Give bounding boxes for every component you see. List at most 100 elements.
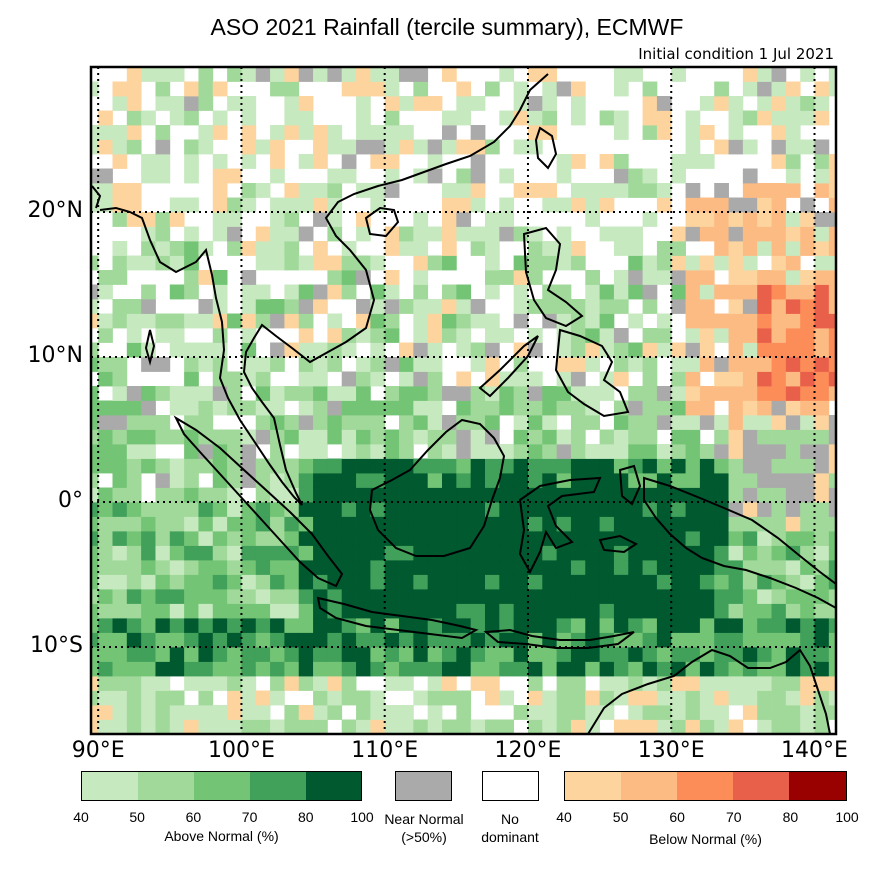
grid-cell xyxy=(227,690,242,706)
grid-cell xyxy=(456,618,472,633)
grid-cell xyxy=(742,226,758,242)
grid-cell xyxy=(699,386,715,401)
grid-cell xyxy=(442,502,457,517)
grid-cell xyxy=(699,589,715,604)
grid-cell xyxy=(570,574,586,590)
grid-cell xyxy=(284,458,300,474)
grid-cell xyxy=(699,516,715,532)
grid-cell xyxy=(800,110,815,126)
grid-cell xyxy=(599,183,615,198)
grid-cell xyxy=(241,371,257,387)
grid-cell xyxy=(370,255,386,271)
grid-cell xyxy=(714,96,729,111)
grid-cell xyxy=(198,690,214,706)
grid-cell xyxy=(442,197,457,213)
grid-cell xyxy=(112,705,128,720)
grid-cell xyxy=(742,183,758,198)
grid-cell xyxy=(728,357,744,372)
grid-cell xyxy=(169,502,185,517)
grid-cell xyxy=(742,400,758,416)
grid-cell xyxy=(270,603,285,619)
grid-cell xyxy=(327,139,343,155)
grid-cell xyxy=(800,531,815,546)
grid-cell xyxy=(484,516,500,532)
grid-cell xyxy=(470,473,486,488)
grid-cell xyxy=(556,371,572,387)
grid-cell xyxy=(757,197,772,213)
grid-cell xyxy=(241,545,257,561)
grid-cell xyxy=(399,531,414,546)
grid-cell xyxy=(814,342,830,358)
grid-cell xyxy=(699,502,715,517)
grid-cell xyxy=(771,270,787,285)
grid-cell xyxy=(198,415,214,430)
grid-cell xyxy=(442,487,457,503)
grid-cell xyxy=(828,458,836,474)
grid-cell xyxy=(785,357,801,372)
grid-cell xyxy=(556,589,572,604)
grid-cell xyxy=(413,96,429,111)
below-normal-label: Below Normal (%) xyxy=(649,831,762,847)
grid-cell xyxy=(327,516,343,532)
grid-cell xyxy=(98,357,113,372)
grid-cell xyxy=(442,516,457,532)
grid-cell xyxy=(470,603,486,619)
grid-cell xyxy=(728,487,744,503)
grid-cell xyxy=(699,676,715,691)
grid-cell xyxy=(169,545,185,561)
grid-cell xyxy=(828,284,836,300)
grid-cell xyxy=(327,284,343,300)
grid-cell xyxy=(227,676,242,691)
grid-cell xyxy=(212,328,228,343)
grid-cell xyxy=(98,444,113,459)
grid-cell xyxy=(356,429,371,445)
grid-cell xyxy=(828,299,836,314)
grid-cell xyxy=(270,647,285,662)
grid-cell xyxy=(699,328,715,343)
grid-cell xyxy=(499,168,515,184)
grid-cell xyxy=(91,139,99,155)
grid-cell xyxy=(814,545,830,561)
grid-cell xyxy=(212,154,228,169)
grid-cell xyxy=(298,67,314,82)
grid-cell xyxy=(356,226,371,242)
grid-cell xyxy=(126,690,142,706)
grid-cell xyxy=(298,705,314,720)
grid-cell xyxy=(413,618,429,633)
grid-cell xyxy=(456,226,472,242)
grid-cell xyxy=(91,560,99,575)
grid-cell xyxy=(542,197,558,213)
grid-cell xyxy=(814,270,830,285)
grid-cell xyxy=(356,110,371,126)
grid-cell xyxy=(642,589,658,604)
grid-cell xyxy=(399,473,414,488)
grid-cell xyxy=(656,96,672,111)
grid-cell xyxy=(642,342,658,358)
grid-cell xyxy=(499,719,515,734)
grid-cell xyxy=(599,676,615,691)
grid-cell xyxy=(141,313,156,329)
grid-cell xyxy=(800,647,815,662)
grid-cell xyxy=(98,647,113,662)
grid-cell xyxy=(255,516,271,532)
grid-cell xyxy=(556,342,572,358)
legend-tick-label: 80 xyxy=(782,809,799,825)
grid-cell xyxy=(241,96,257,111)
grid-cell xyxy=(442,67,457,82)
grid-cell xyxy=(771,719,787,734)
grid-cell xyxy=(413,429,429,445)
grid-cell xyxy=(126,342,142,358)
grid-cell xyxy=(442,386,457,401)
grid-cell xyxy=(241,67,257,82)
grid-cell xyxy=(169,719,185,734)
grid-cell xyxy=(671,371,686,387)
grid-cell xyxy=(126,676,142,691)
grid-cell xyxy=(141,67,156,82)
grid-cell xyxy=(656,386,672,401)
grid-cell xyxy=(785,487,801,503)
grid-cell xyxy=(399,632,414,648)
grid-cell xyxy=(141,415,156,430)
grid-cell xyxy=(184,110,199,126)
grid-cell xyxy=(413,661,429,677)
grid-cell xyxy=(585,545,601,561)
